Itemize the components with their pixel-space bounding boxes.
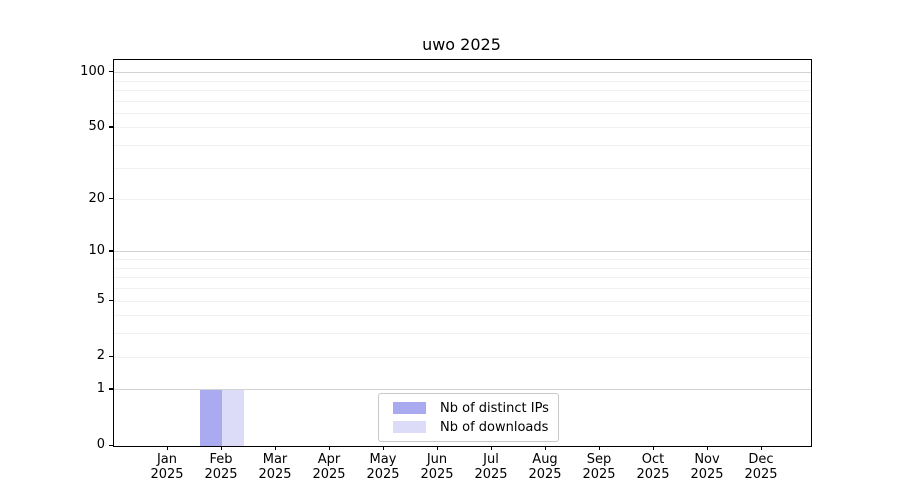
y-tick-label: 100: [80, 63, 105, 79]
x-tick-month: Sep: [586, 452, 612, 467]
minor-gridline: [114, 267, 811, 269]
x-tick-label: Jul 2025: [463, 452, 519, 482]
x-tick-mark: [382, 446, 384, 451]
x-tick-label: May 2025: [355, 452, 411, 482]
y-tick-label: 5: [96, 292, 105, 308]
x-tick-mark: [220, 446, 222, 451]
plot-area: [113, 59, 812, 447]
x-tick-mark: [760, 446, 762, 451]
minor-gridline: [114, 199, 811, 201]
x-tick-label: Dec 2025: [733, 452, 789, 482]
x-tick-year: 2025: [150, 467, 184, 482]
y-tick-mark: [109, 71, 113, 73]
x-tick-year: 2025: [636, 467, 670, 482]
minor-gridline: [114, 89, 811, 91]
y-tick-mark: [109, 299, 113, 301]
minor-gridline: [114, 259, 811, 261]
legend-label: Nb of downloads: [440, 419, 549, 435]
x-tick-month: Nov: [694, 452, 720, 467]
y-tick-mark: [109, 444, 113, 446]
y-tick-mark: [109, 250, 113, 252]
minor-gridline: [114, 145, 811, 147]
x-tick-label: Aug 2025: [517, 452, 573, 482]
x-tick-month: Oct: [641, 452, 665, 467]
x-tick-year: 2025: [204, 467, 238, 482]
legend-entry: Nb of downloads: [393, 418, 549, 436]
x-tick-label: Sep 2025: [571, 452, 627, 482]
minor-gridline: [114, 356, 811, 358]
x-tick-label: Jan 2025: [139, 452, 195, 482]
x-tick-year: 2025: [312, 467, 346, 482]
minor-gridline: [114, 112, 811, 114]
x-tick-year: 2025: [258, 467, 292, 482]
x-tick-month: May: [369, 452, 397, 467]
major-gridline: [114, 389, 811, 391]
x-tick-month: Feb: [209, 452, 233, 467]
minor-gridline: [114, 100, 811, 102]
x-tick-month: Jul: [483, 452, 499, 467]
legend-swatch-downloads: [393, 421, 426, 433]
y-tick-label: 50: [88, 118, 105, 134]
minor-gridline: [114, 80, 811, 82]
y-tick-label: 20: [88, 190, 105, 206]
x-tick-month: Dec: [748, 452, 774, 467]
x-tick-label: Feb 2025: [193, 452, 249, 482]
major-gridline: [114, 251, 811, 253]
y-tick-mark: [109, 388, 113, 390]
major-gridline: [114, 72, 811, 74]
y-tick-label: 1: [96, 380, 105, 396]
x-tick-mark: [652, 446, 654, 451]
x-tick-mark: [274, 446, 276, 451]
x-tick-year: 2025: [420, 467, 454, 482]
x-tick-label: Apr 2025: [301, 452, 357, 482]
y-tick-label: 0: [96, 437, 105, 452]
x-tick-year: 2025: [366, 467, 400, 482]
minor-gridline: [114, 127, 811, 129]
bar-distinct-ips: [200, 389, 222, 446]
x-tick-label: Mar 2025: [247, 452, 303, 482]
legend-entry: Nb of distinct IPs: [393, 399, 549, 417]
x-tick-mark: [436, 446, 438, 451]
x-tick-year: 2025: [744, 467, 778, 482]
x-tick-year: 2025: [528, 467, 562, 482]
x-tick-month: Aug: [532, 452, 558, 467]
legend: Nb of distinct IPs Nb of downloads: [378, 393, 559, 442]
y-tick-mark: [109, 126, 113, 128]
minor-gridline: [114, 300, 811, 302]
x-tick-year: 2025: [582, 467, 616, 482]
minor-gridline: [114, 288, 811, 290]
legend-swatch-distinct-ips: [393, 402, 426, 414]
x-tick-mark: [166, 446, 168, 451]
bar-downloads: [222, 389, 244, 446]
x-tick-label: Oct 2025: [625, 452, 681, 482]
x-tick-month: Jun: [426, 452, 448, 467]
chart-title: uwo 2025: [422, 35, 501, 54]
x-tick-mark: [490, 446, 492, 451]
x-tick-label: Jun 2025: [409, 452, 465, 482]
y-tick-label: 10: [88, 242, 105, 258]
minor-gridline: [114, 277, 811, 279]
minor-gridline: [114, 167, 811, 169]
x-tick-month: Jan: [156, 452, 178, 467]
x-tick-mark: [328, 446, 330, 451]
x-tick-mark: [598, 446, 600, 451]
x-tick-year: 2025: [474, 467, 508, 482]
x-tick-month: Apr: [317, 452, 341, 467]
x-tick-month: Mar: [262, 452, 288, 467]
minor-gridline: [114, 315, 811, 317]
legend-label: Nb of distinct IPs: [440, 400, 549, 416]
y-tick-mark: [109, 198, 113, 200]
x-tick-mark: [706, 446, 708, 451]
y-tick-mark: [109, 355, 113, 357]
minor-gridline: [114, 333, 811, 335]
y-tick-label: 2: [96, 348, 105, 364]
x-tick-label: Nov 2025: [679, 452, 735, 482]
x-tick-mark: [544, 446, 546, 451]
x-tick-year: 2025: [690, 467, 724, 482]
